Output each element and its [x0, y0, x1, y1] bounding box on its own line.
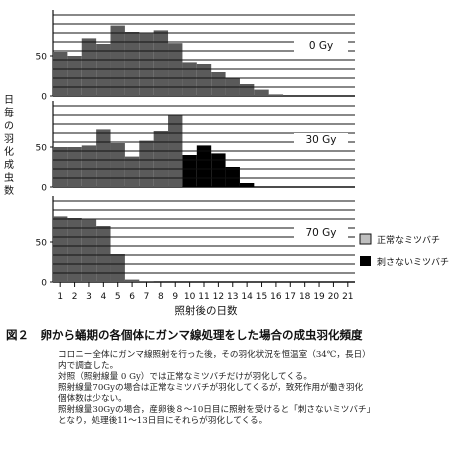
bar: [81, 145, 97, 187]
x-tick-label: 11: [198, 292, 209, 302]
panel-label: 70 Gy: [305, 227, 336, 239]
x-tick-label: 14: [241, 292, 253, 302]
bar: [182, 62, 197, 96]
bar: [124, 32, 140, 96]
x-tick-label: 13: [227, 292, 238, 302]
legend-swatch-normal: [359, 233, 372, 245]
x-tick-label: 9: [172, 292, 178, 302]
bar: [254, 89, 269, 96]
bar: [67, 147, 82, 187]
y-tick-label: 0: [41, 279, 47, 289]
bar: [268, 94, 284, 96]
bar: [139, 33, 154, 96]
x-axis-label: 照射後の日数: [175, 304, 238, 317]
y-tick-label: 0: [41, 93, 47, 103]
panel-label: 0 Gy: [309, 40, 333, 52]
x-tick-label: 10: [184, 292, 196, 302]
bar: [53, 147, 68, 187]
caption-line: 個体数は少ない。: [58, 394, 127, 404]
x-tick-label: 20: [328, 292, 340, 302]
bar: [225, 167, 240, 187]
legend: 正常なミツバチ 刺さないミツバチ: [359, 233, 449, 268]
bar: [96, 44, 111, 96]
caption-title: 図２ 卵から蛹期の各個体にガンマ線処理をした場合の成虫羽化頻度: [6, 328, 363, 342]
caption-line: となり，処理後11～13日目にそれらが羽化してくる。: [58, 416, 268, 426]
bar: [124, 156, 140, 187]
panel-label: 30 Gy: [305, 134, 336, 146]
x-tick-label: 3: [86, 292, 92, 302]
legend-label-stingless: 刺さないミツバチ: [377, 257, 449, 268]
bar: [168, 43, 183, 96]
bar: [81, 38, 97, 96]
bar: [239, 84, 255, 96]
x-tick-label: 19: [313, 292, 325, 302]
panel-label-bg: [294, 133, 348, 146]
caption-line: 内で調査した。: [58, 361, 119, 371]
panel-label-bg: [294, 226, 348, 239]
bar: [53, 52, 68, 96]
bar: [139, 281, 154, 282]
x-tick-label: 17: [285, 292, 296, 302]
y-tick-label: 50: [36, 144, 48, 154]
panel-2: 0 50 30 Gy: [36, 101, 355, 194]
bar: [211, 153, 226, 187]
y-tick-label: 0: [41, 184, 47, 194]
caption-line: 照射線量30Gyの場合，産卵後８～10日目に照射を受けると「刺さないミツバチ」: [58, 405, 376, 415]
bar: [53, 216, 68, 282]
x-tick-label: 12: [213, 292, 224, 302]
x-tick-label: 1: [57, 292, 63, 302]
bar: [139, 140, 154, 187]
x-tick-label: 21: [342, 292, 353, 302]
x-tick-label: 15: [256, 292, 267, 302]
bar: [81, 219, 97, 282]
panel-1: 0 50 0 Gy: [36, 10, 355, 103]
y-tick-label: 50: [36, 53, 48, 63]
bar: [67, 56, 82, 96]
bar: [110, 254, 125, 282]
legend-swatch-stingless: [360, 256, 371, 266]
caption-line: 対照（照射線量 0 Gy）では正常なミツバチだけが羽化してくる。: [58, 372, 312, 382]
bar: [96, 129, 111, 187]
bar: [153, 30, 169, 96]
y-tick-label: 50: [36, 239, 48, 249]
y-axis-label: 日毎の羽化成虫数: [4, 95, 14, 197]
bar: [196, 145, 212, 187]
x-tick-label: 6: [129, 292, 135, 302]
bar: [124, 279, 140, 282]
panel-3: 0 50 70 Gy: [36, 196, 355, 289]
x-tick-label: 2: [72, 292, 78, 302]
x-tick-label: 5: [115, 292, 121, 302]
bar: [96, 226, 111, 282]
x-tick-label: 16: [270, 292, 282, 302]
bar: [110, 25, 125, 97]
x-tick-label: 8: [158, 292, 164, 302]
x-tick-label: 7: [144, 292, 150, 302]
bar: [182, 155, 197, 187]
bar: [239, 183, 255, 187]
bar: [110, 143, 125, 187]
bar: [67, 218, 82, 282]
x-tick-label: 18: [299, 292, 311, 302]
panel-label-bg: [294, 39, 348, 52]
bar: [196, 64, 212, 96]
bar: [153, 131, 169, 187]
bar: [211, 72, 226, 96]
caption-line: コロニー全体にガンマ線照射を行った後，その羽化状況を恒温室（34℃，長日）: [58, 350, 371, 360]
legend-label-normal: 正常なミツバチ: [377, 234, 440, 246]
caption-line: 照射線量70Gyの場合は正常なミツバチが羽化してくるが，致死作用が働き羽化: [58, 383, 364, 393]
x-tick-label: 4: [100, 292, 106, 302]
